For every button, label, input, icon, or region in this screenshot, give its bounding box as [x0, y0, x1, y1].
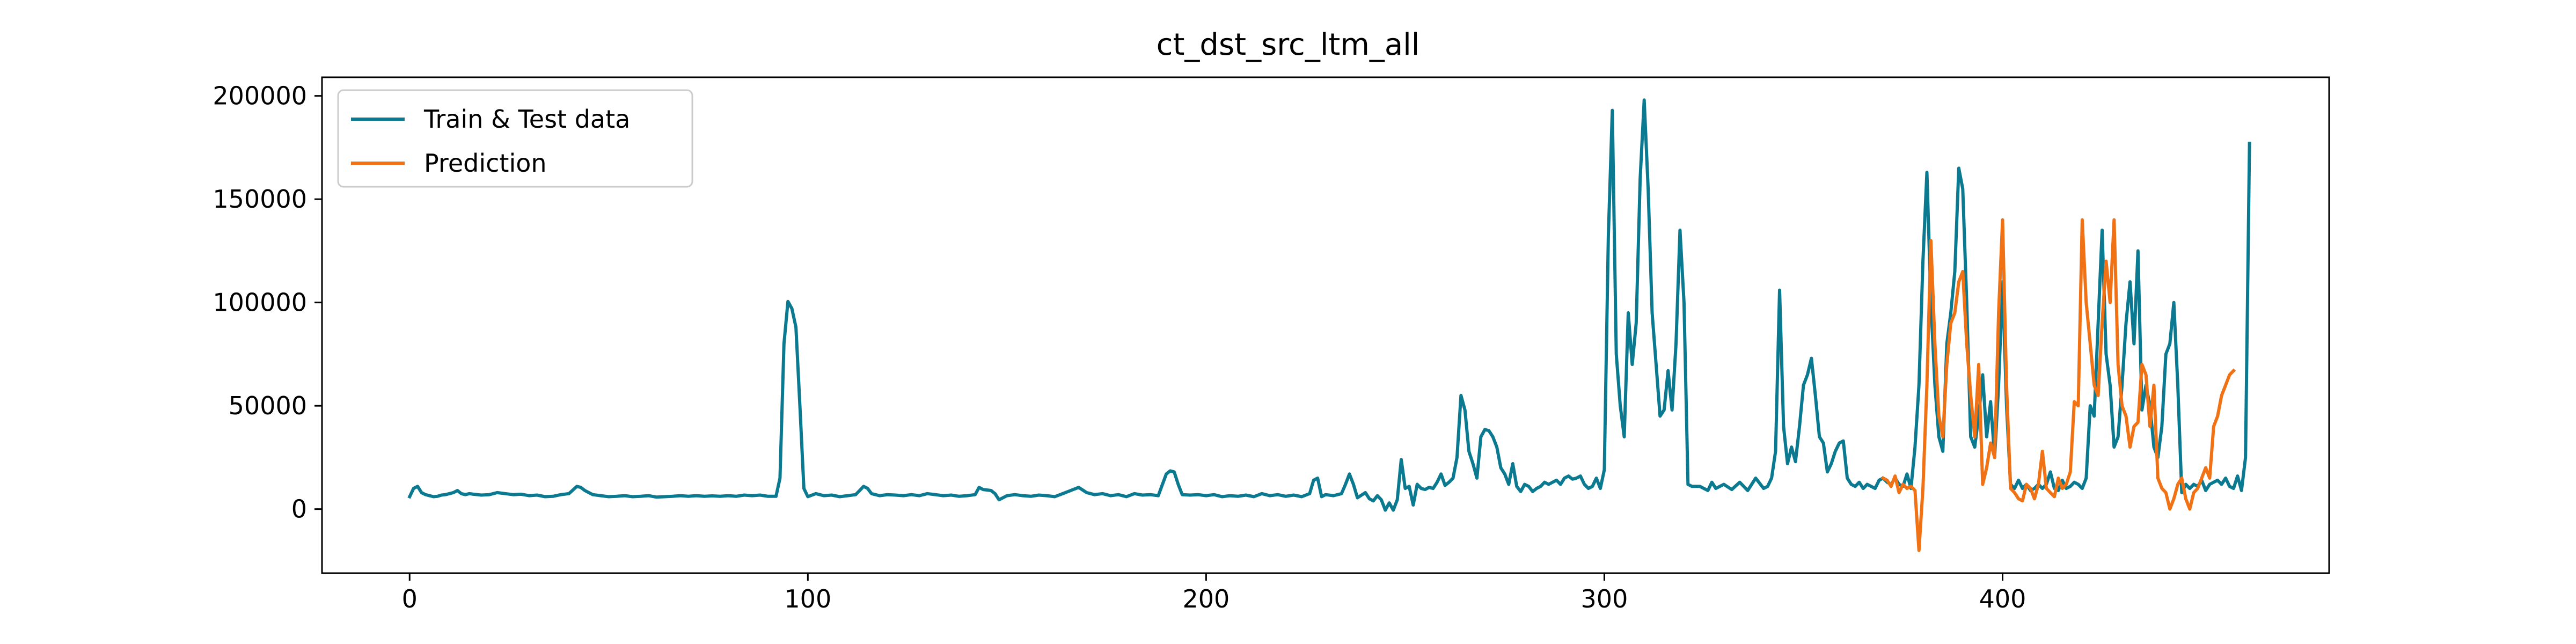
x-tick-label: 200 [1182, 584, 1230, 613]
series-line-prediction [1880, 218, 2236, 552]
x-tick-label: 100 [784, 584, 831, 613]
y-tick-label: 100000 [213, 288, 307, 317]
y-tick-label: 200000 [213, 82, 307, 111]
legend-label: Train & Test data [423, 105, 630, 134]
plot-area [407, 98, 2251, 552]
axes: 0 100 200 300 400 0 50000 100000 150000 200000 [213, 76, 2330, 613]
chart-title: ct_dst_src_ltm_all [1157, 27, 1420, 62]
legend-box [337, 89, 693, 188]
x-tick-label: 300 [1581, 584, 1628, 613]
y-tick-label: 150000 [213, 185, 307, 214]
x-tick-label: 400 [1979, 584, 2026, 613]
legend: Train & Test data Prediction [337, 89, 693, 188]
x-tick-label: 0 [402, 584, 418, 613]
axes-frame [321, 76, 2330, 574]
y-tick-label: 50000 [229, 391, 307, 420]
legend-label: Prediction [424, 149, 547, 178]
y-tick-label: 0 [291, 495, 307, 524]
